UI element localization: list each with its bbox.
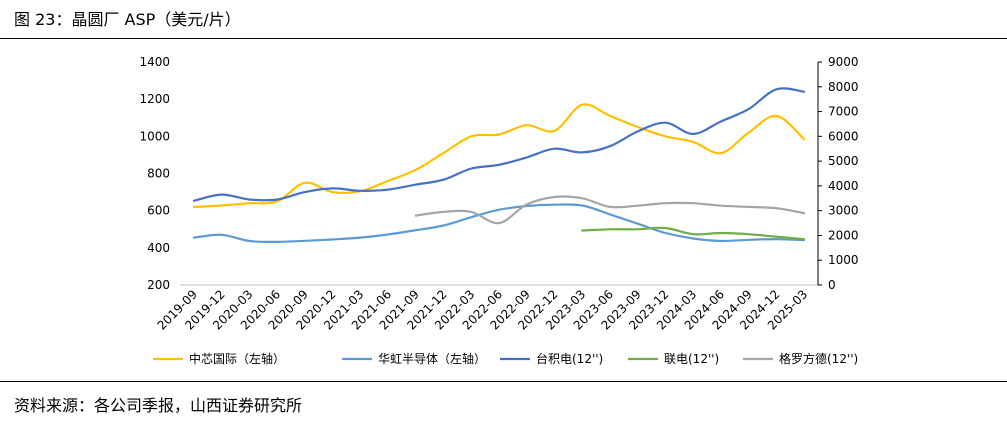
legend-label-4: 格罗方德(12'') [779,351,858,366]
right-tick-label: 3000 [828,204,859,218]
legend-label-2: 台积电(12'') [536,351,603,366]
left-tick-label: 1000 [139,129,170,143]
right-tick-label: 5000 [828,154,859,168]
series-line-0 [192,103,806,208]
x-axis-labels: 2019-092019-122020-032020-062020-092020-… [155,287,811,332]
asp-line-chart: 200 400 600 800 1000 1200 1400 0 1000 2000 3000 40… [139,55,859,366]
legend-label-0: 中芯国际（左轴） [189,351,285,366]
left-tick-label: 400 [147,241,170,255]
series-line-4 [414,195,806,225]
top-rule [0,38,1007,39]
left-tick-label: 600 [147,204,170,218]
right-axis-ticks: 0 1000 2000 3000 4000 5000 6000 7000 8000 9000 [818,55,859,292]
right-tick-label: 7000 [828,105,859,119]
series-line-1 [192,203,806,244]
left-tick-label: 200 [147,278,170,292]
source-note: 资料来源：各公司季报，山西证券研究所 [14,396,303,415]
right-tick-label: 1000 [828,253,859,267]
bottom-rule [0,381,1007,382]
left-axis-ticks: 200 400 600 800 1000 1200 1400 [139,55,170,292]
left-tick-label: 1200 [139,92,170,106]
right-tick-label: 8000 [828,80,859,94]
legend: 中芯国际（左轴） 华虹半导体（左轴） 台积电(12'') 联电(12'') 格罗方德(1… [153,351,858,366]
legend-label-1: 华虹半导体（左轴） [378,351,486,366]
right-tick-label: 4000 [828,179,859,193]
left-tick-label: 800 [147,167,170,181]
legend-label-3: 联电(12'') [664,352,719,366]
left-tick-label: 1400 [139,55,170,69]
series-line-2 [192,87,806,202]
series-line-3 [581,226,806,241]
figure-title: 图 23：晶圆厂 ASP（美元/片） [14,10,241,29]
right-tick-label: 6000 [828,129,859,143]
right-tick-label: 9000 [828,55,859,69]
right-tick-label: 0 [828,278,836,292]
right-tick-label: 2000 [828,228,859,242]
series-lines [192,87,806,244]
